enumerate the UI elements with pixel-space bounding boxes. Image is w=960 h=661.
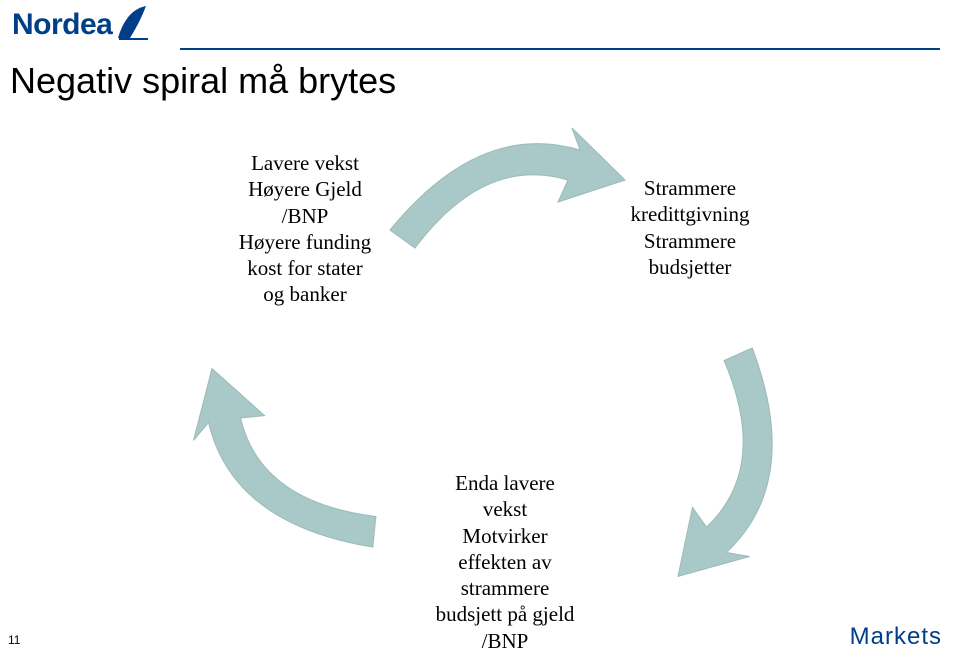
brand-name: Nordea <box>12 8 112 42</box>
page-number: 11 <box>8 633 20 647</box>
cycle-node-line: /BNP <box>390 628 620 654</box>
cycle-node-line: strammere <box>390 575 620 601</box>
cycle-node-line: Motvirker <box>390 523 620 549</box>
brand-logo: Nordea <box>12 8 150 42</box>
brand-sail-icon <box>116 4 150 40</box>
cycle-arrow-right <box>584 306 866 625</box>
cycle-node-bottom: Enda laverevekstMotvirkereffekten avstra… <box>390 470 620 654</box>
cycle-node-line: Enda lavere <box>390 470 620 496</box>
cycle-node-line: og banker <box>190 281 420 307</box>
cycle-node-line: /BNP <box>190 203 420 229</box>
cycle-node-line: Høyere Gjeld <box>190 176 420 202</box>
cycle-node-line: Strammere <box>585 228 795 254</box>
cycle-node-line: Strammere <box>585 175 795 201</box>
cycle-node-line: effekten av <box>390 549 620 575</box>
cycle-node-line: kost for stater <box>190 255 420 281</box>
cycle-node-line: Høyere funding <box>190 229 420 255</box>
cycle-node-line: Lavere vekst <box>190 150 420 176</box>
cycle-node-line: budsjetter <box>585 254 795 280</box>
page-title: Negativ spiral må brytes <box>10 60 396 102</box>
cycle-node-line: vekst <box>390 496 620 522</box>
cycle-node-line: kredittgivning <box>585 201 795 227</box>
cycle-node-left: Lavere vekstHøyere Gjeld/BNPHøyere fundi… <box>190 150 420 308</box>
cycle-node-right: StrammerekredittgivningStrammerebudsjett… <box>585 175 795 280</box>
header-divider <box>180 48 940 50</box>
cycle-node-line: budsjett på gjeld <box>390 601 620 627</box>
cycle-arrow-left <box>144 306 426 625</box>
footer-brand: Markets <box>850 623 942 651</box>
